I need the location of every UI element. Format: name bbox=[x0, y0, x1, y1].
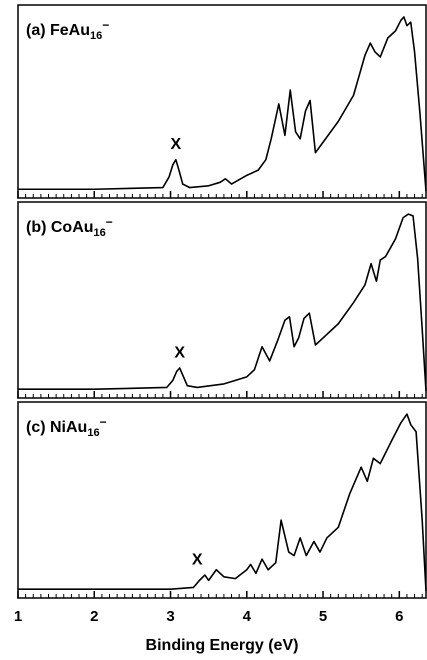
x-tick-label: 4 bbox=[243, 608, 252, 625]
spectrum-line bbox=[18, 413, 427, 592]
panel-label-sub: 16 bbox=[87, 427, 99, 439]
annotation: X bbox=[171, 136, 182, 153]
x-tick-label: 1 bbox=[14, 608, 22, 625]
x-tick-label: 3 bbox=[166, 608, 174, 625]
panel-label-sup: − bbox=[102, 18, 109, 32]
panel-label-main: (c) NiAu bbox=[26, 419, 87, 436]
panel-label: (a) FeAu16− bbox=[26, 18, 109, 42]
x-tick-label: 6 bbox=[395, 608, 403, 625]
panel-label-main: (a) FeAu bbox=[26, 22, 90, 39]
panel-label-sup: − bbox=[106, 215, 113, 229]
panel-label-sup: − bbox=[100, 415, 107, 429]
spectrum-line bbox=[18, 16, 427, 192]
x-tick-label: 2 bbox=[90, 608, 98, 625]
x-tick-label: 5 bbox=[319, 608, 327, 625]
annotation: X bbox=[174, 344, 185, 361]
panel-frame bbox=[17, 401, 427, 599]
spectrum-line bbox=[18, 213, 427, 392]
x-axis-title: Binding Energy (eV) bbox=[146, 637, 299, 654]
annotation: X bbox=[192, 551, 203, 568]
panel-label: (b) CoAu16− bbox=[26, 215, 113, 239]
panel-label-sub: 16 bbox=[90, 30, 102, 42]
panel-label: (c) NiAu16− bbox=[26, 415, 107, 439]
panel-label-sub: 16 bbox=[94, 227, 106, 239]
panel-frame bbox=[17, 4, 427, 199]
panel-label-main: (b) CoAu bbox=[26, 219, 94, 236]
panel-frame bbox=[17, 201, 427, 399]
